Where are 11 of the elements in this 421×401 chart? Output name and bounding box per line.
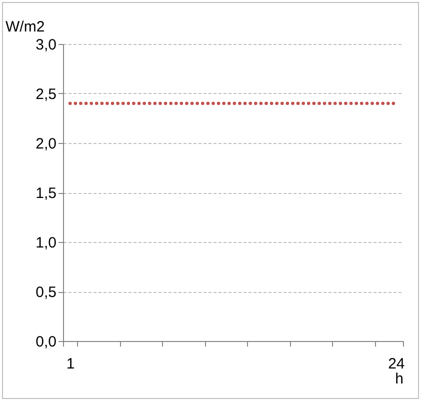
y-tick-label: 1,5 [36,185,56,202]
y-tick-label: 3,0 [36,36,56,54]
x-axis-title: h [395,370,404,388]
y-tick-label: 2,5 [36,86,56,103]
x-tick-label: 24 [388,356,405,372]
y-tick-label: 0,5 [36,284,56,301]
y-tick-label: 2,0 [36,136,56,152]
x-tick-label: 1 [66,356,75,372]
y-axis-title: W/m2 [6,18,45,36]
y-tick-label: 0,0 [36,334,56,350]
y-tick-label: 1,0 [36,234,56,252]
